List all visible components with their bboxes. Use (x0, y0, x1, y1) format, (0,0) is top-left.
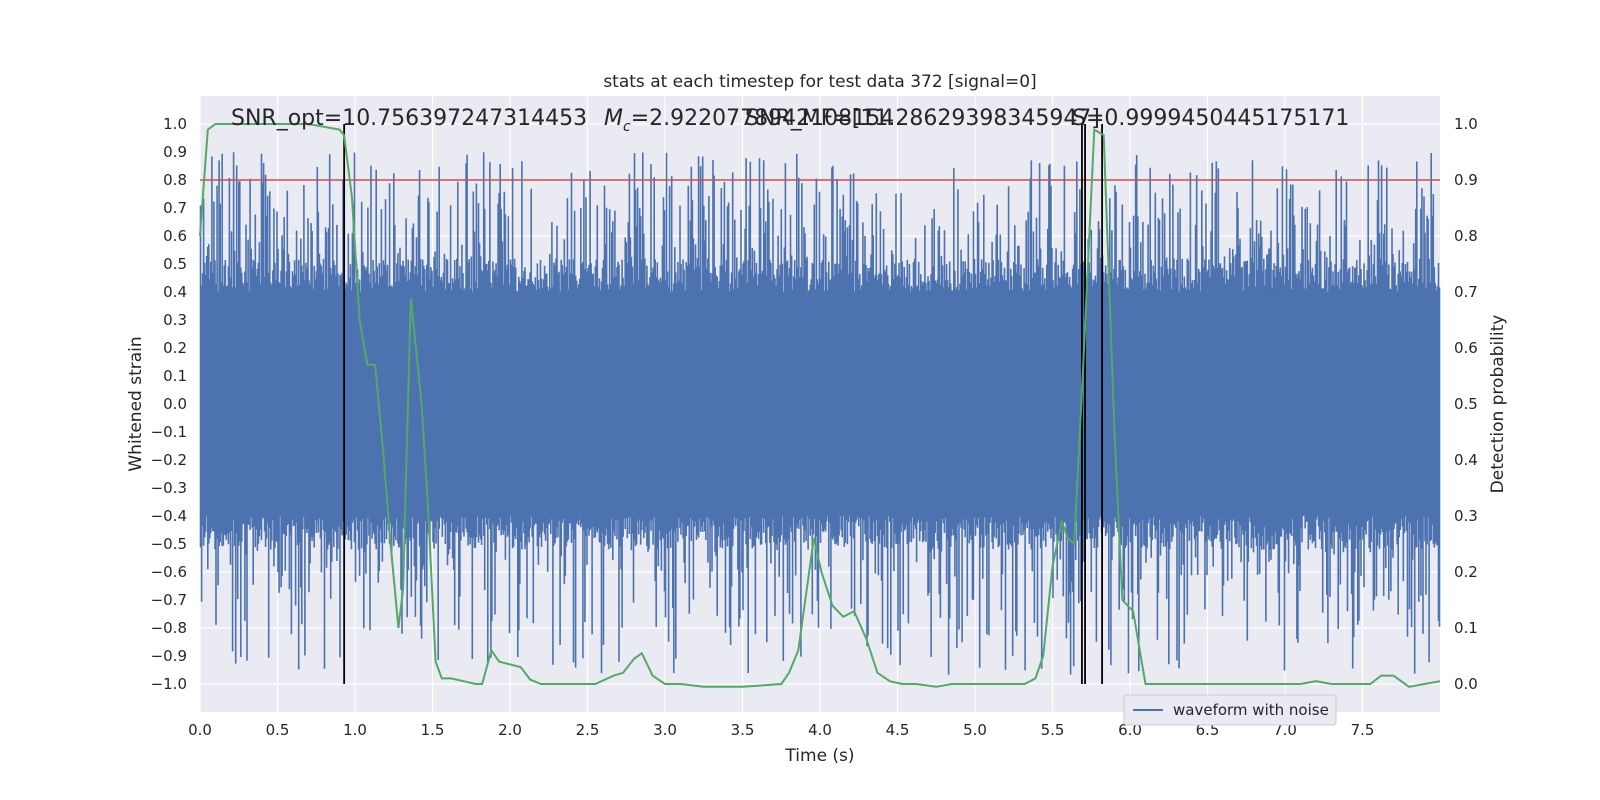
mc-value: =2.9220778942108154 (631, 106, 894, 131)
y-right-tick-label: 0.6 (1454, 339, 1478, 357)
y-left-tick-label: 1.0 (163, 115, 187, 133)
vertical-markers (343, 124, 1103, 684)
probability-line (199, 123, 1441, 688)
y-right-tick-label: 0.3 (1454, 507, 1478, 525)
x-axis-label: Time (s) (784, 746, 854, 766)
y-left-tick-label: 0.3 (163, 311, 187, 329)
x-tick-label: 2.0 (498, 721, 522, 739)
legend-label: waveform with noise (1173, 701, 1329, 719)
y-left-tick-label: 0.5 (163, 255, 187, 273)
x-tick-label: 4.5 (886, 721, 910, 739)
y-right-tick-label: 0.1 (1454, 619, 1478, 637)
y-left-tick-label: 0.4 (163, 283, 187, 301)
y-right-tick-label: 0.5 (1454, 395, 1478, 413)
y-right-tick-label: 0.8 (1454, 227, 1478, 245)
y-left-tick-label: 0.2 (163, 339, 187, 357)
mc-symbol: M (604, 106, 623, 131)
x-tick-label: 4.0 (808, 721, 832, 739)
y-left-tick-label: 0.0 (163, 395, 187, 413)
y-left-tick-label: −0.9 (151, 647, 187, 665)
y-left-tick-label: 0.9 (163, 143, 187, 161)
y-left-tick-label: −0.4 (151, 507, 187, 525)
y-left-tick-label: −0.7 (151, 591, 187, 609)
x-tick-label: 0.5 (266, 721, 290, 739)
y-left-tick-label: −0.8 (151, 619, 187, 637)
x-tick-label: 5.5 (1041, 721, 1065, 739)
x-tick-label: 2.5 (576, 721, 600, 739)
y-right-tick-label: 1.0 (1454, 115, 1478, 133)
annotation-s: S=0.9999450445175171 (1072, 106, 1349, 131)
y-right-tick-label: 0.7 (1454, 283, 1478, 301)
y-left-tick-label: 0.8 (163, 171, 187, 189)
y-left-tick-label: −0.6 (151, 563, 187, 581)
y-right-tick-label: 0.2 (1454, 563, 1478, 581)
y-left-axis-label: Whitened strain (126, 336, 146, 471)
y-left-tick-label: 0.1 (163, 367, 187, 385)
y-left-tick-label: −0.2 (151, 451, 187, 469)
x-tick-label: 0.0 (188, 721, 212, 739)
y-left-tick-label: 0.6 (163, 227, 187, 245)
y-left-tick-label: −0.5 (151, 535, 187, 553)
legend-box (1123, 694, 1337, 726)
x-tick-label: 3.5 (731, 721, 755, 739)
y-right-tick-label: 0.9 (1454, 171, 1478, 189)
x-tick-label: 5.0 (963, 721, 987, 739)
y-right-axis-label: Detection probability (1488, 315, 1508, 494)
y-left-tick-label: −1.0 (151, 675, 187, 693)
y-right-tick-label: 0.4 (1454, 451, 1478, 469)
annotation-mc: Mc=2.9220778942108154 (604, 106, 894, 135)
x-tick-label: 3.0 (653, 721, 677, 739)
y-left-tick-labels: 1.0 0.9 0.8 0.7 0.6 0.5 0.4 0.3 0.2 0.1 0.0 −0.1 −0.… (151, 115, 187, 693)
legend: waveform with noise (1123, 694, 1337, 726)
y-left-tick-label: −0.3 (151, 479, 187, 497)
annotation-snr-mf: SNR_MF=[11.28629398345947] (745, 106, 1100, 131)
x-tick-label: 1.5 (421, 721, 445, 739)
y-right-tick-labels: 1.0 0.9 0.8 0.7 0.6 0.5 0.4 0.3 0.2 0.1 0.0 (1454, 115, 1478, 693)
waveform-spikes (199, 152, 1441, 675)
y-left-tick-label: 0.7 (163, 199, 187, 217)
chart-title: stats at each timestep for test data 372… (603, 72, 1036, 92)
x-tick-label: 1.0 (343, 721, 367, 739)
mc-subscript: c (623, 119, 631, 135)
annotation-snr-opt: SNR_opt=10.756397247314453 (231, 106, 587, 131)
y-right-tick-label: 0.0 (1454, 675, 1478, 693)
x-tick-label: 7.5 (1351, 721, 1375, 739)
y-left-tick-label: −0.1 (151, 423, 187, 441)
